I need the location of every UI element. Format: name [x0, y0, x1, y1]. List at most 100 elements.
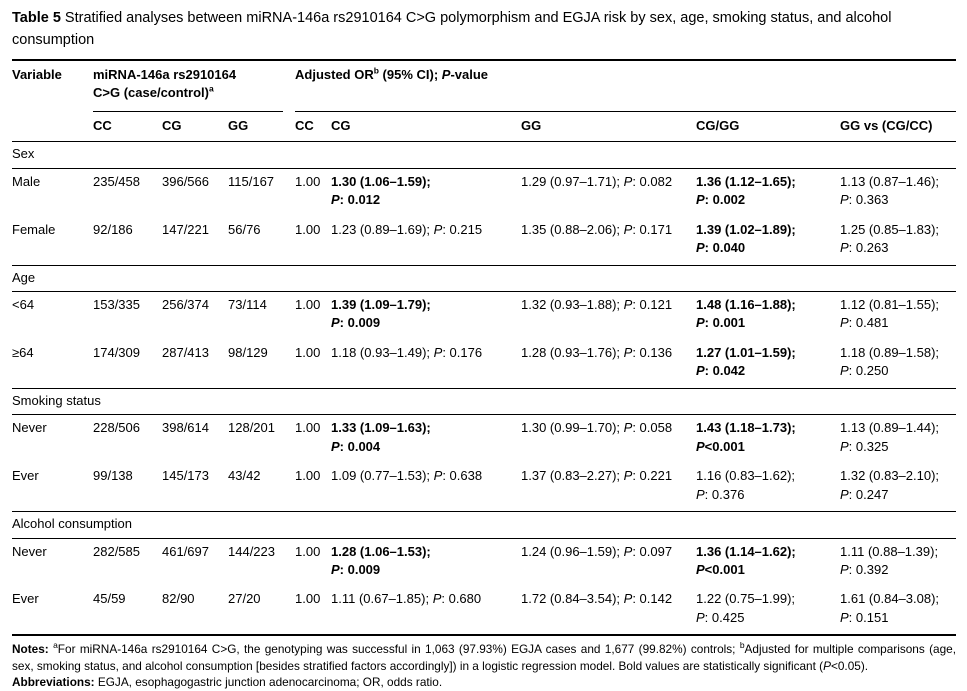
cell-or-gg: 1.30 (0.99–1.70); P: 0.058	[521, 420, 673, 436]
cell-count-gg: 56/76	[228, 221, 261, 237]
section-row-smoking: Smoking status	[12, 387, 957, 416]
col-count-gg: GG	[228, 111, 295, 143]
cell-count-gg: 115/167	[228, 173, 275, 189]
row-label: Never	[12, 420, 47, 436]
col-or-cc: CC	[295, 111, 331, 143]
row-label: Male	[12, 173, 41, 189]
cell-or-ref: 1.00	[295, 173, 321, 189]
cell-or-cggg: 1.43 (1.18–1.73); P<0.001	[696, 420, 796, 454]
cell-or-cg: 1.33 (1.09–1.63); P: 0.004	[331, 420, 431, 454]
cell-count-gg: 27/20	[228, 591, 261, 607]
cell-or-ggvs: 1.32 (0.83–2.10); P: 0.247	[840, 468, 940, 502]
header-variable: Variable	[12, 66, 62, 82]
cell-count-cc: 45/59	[93, 591, 126, 607]
header-genotype-group: miRNA-146a rs2910164 C>G (case/control)a	[93, 60, 295, 112]
cell-or-ref: 1.00	[295, 591, 321, 607]
cell-or-ref: 1.00	[295, 420, 321, 436]
col-count-cc: CC	[93, 111, 162, 143]
section-row-age: Age	[12, 264, 957, 293]
cell-or-gg: 1.29 (0.97–1.71); P: 0.082	[521, 173, 673, 189]
cell-count-cc: 92/186	[93, 221, 133, 237]
cell-or-cggg: 1.16 (0.83–1.62); P: 0.376	[696, 468, 796, 502]
table-row: Ever 99/138 145/173 43/42 1.00 1.09 (0.7…	[12, 463, 956, 511]
col-or-cg: CG	[331, 111, 521, 143]
cell-or-ref: 1.00	[295, 543, 321, 559]
cell-count-cg: 256/374	[162, 297, 209, 313]
row-label: Never	[12, 543, 47, 559]
row-label: Ever	[12, 468, 39, 484]
table-title-text: Stratified analyses between miRNA-146a r…	[12, 10, 892, 49]
col-or-gg: GG	[521, 111, 696, 143]
cell-or-cg: 1.28 (1.06–1.53); P: 0.009	[331, 543, 431, 577]
cell-or-cg: 1.30 (1.06–1.59); P: 0.012	[331, 173, 431, 208]
table-row: Ever 45/59 82/90 27/20 1.00 1.11 (0.67–1…	[12, 586, 956, 635]
table-row: Never 282/585 461/697 144/223 1.00 1.28 …	[12, 538, 956, 586]
cell-or-cg: 1.11 (0.67–1.85); P: 0.680	[331, 591, 482, 607]
stratified-analysis-table: Variable miRNA-146a rs2910164 C>G (case/c…	[12, 58, 957, 637]
table-row: Never 228/506 398/614 128/201 1.00 1.33 …	[12, 415, 956, 463]
header-adjusted-or-group: Adjusted ORb (95% CI); P-value	[295, 60, 957, 112]
cell-count-cg: 145/173	[162, 468, 209, 484]
cell-count-cg: 396/566	[162, 173, 209, 189]
section-row-alcohol: Alcohol consumption	[12, 511, 957, 539]
footnote-marker-a: a	[53, 640, 58, 651]
cell-or-ggvs: 1.11 (0.88–1.39); P: 0.392	[840, 543, 939, 577]
table-row: Female 92/186 147/221 56/76 1.00 1.23 (0…	[12, 217, 956, 265]
cell-count-gg: 128/201	[228, 420, 275, 436]
row-label: Ever	[12, 591, 39, 607]
row-label: ≥64	[12, 344, 34, 360]
cell-or-cggg: 1.22 (0.75–1.99); P: 0.425	[696, 591, 796, 625]
notes-label: Notes:	[12, 642, 49, 657]
cell-count-cg: 287/413	[162, 344, 209, 360]
cell-count-cc: 174/309	[93, 344, 140, 360]
cell-or-ggvs: 1.13 (0.89–1.44); P: 0.325	[840, 420, 940, 454]
cell-count-cc: 153/335	[93, 297, 140, 313]
cell-or-gg: 1.35 (0.88–2.06); P: 0.171	[521, 221, 673, 237]
cell-or-gg: 1.32 (0.93–1.88); P: 0.121	[521, 297, 673, 313]
table-abbreviations: Abbreviations: EGJA, esophagogastric jun…	[12, 675, 443, 690]
cell-or-ref: 1.00	[295, 297, 321, 313]
abbreviations-label: Abbreviations:	[12, 675, 95, 690]
cell-or-gg: 1.24 (0.96–1.59); P: 0.097	[521, 543, 673, 559]
cell-count-cg: 398/614	[162, 420, 209, 436]
table-notes: Notes: aFor miRNA-146a rs2910164 C>G, th…	[12, 640, 956, 673]
table-row: <64 153/335 256/374 73/114 1.00 1.39 (1.…	[12, 292, 956, 340]
table-caption: Table 5 Stratified analyses between miRN…	[12, 7, 956, 52]
section-row-sex: Sex	[12, 141, 957, 169]
cell-count-cc: 228/506	[93, 420, 140, 436]
cell-or-ggvs: 1.18 (0.89–1.58); P: 0.250	[840, 344, 940, 379]
cell-or-ref: 1.00	[295, 468, 321, 484]
header-spanner-row: Variable miRNA-146a rs2910164 C>G (case/c…	[12, 60, 957, 112]
cell-or-cggg: 1.39 (1.02–1.89); P: 0.040	[696, 221, 796, 256]
table-row: Male 235/458 396/566 115/167 1.00 1.30 (…	[12, 168, 956, 216]
footnote-marker-b: b	[739, 640, 745, 651]
cell-or-ref: 1.00	[295, 344, 321, 360]
header-subcolumn-row: CC CG GG CC CG GG CG/GG GG vs (CG/CC)	[12, 111, 957, 143]
cell-or-cggg: 1.27 (1.01–1.59); P: 0.042	[696, 344, 796, 379]
cell-count-gg: 43/42	[228, 468, 261, 484]
cell-or-ggvs: 1.12 (0.81–1.55); P: 0.481	[840, 297, 940, 331]
cell-or-cggg: 1.36 (1.12–1.65); P: 0.002	[696, 173, 796, 208]
cell-or-cg: 1.09 (0.77–1.53); P: 0.638	[331, 468, 483, 484]
cell-count-cg: 461/697	[162, 543, 209, 559]
cell-count-cc: 282/585	[93, 543, 140, 559]
cell-or-gg: 1.37 (0.83–2.27); P: 0.221	[521, 468, 673, 484]
cell-count-cg: 147/221	[162, 221, 209, 237]
col-or-cggg: CG/GG	[696, 111, 840, 143]
cell-or-gg: 1.72 (0.84–3.54); P: 0.142	[521, 591, 673, 607]
table-header: Variable miRNA-146a rs2910164 C>G (case/c…	[12, 60, 957, 143]
cell-or-ggvs: 1.61 (0.84–3.08); P: 0.151	[840, 591, 940, 625]
table-number: Table 5	[12, 10, 61, 26]
row-label: Female	[12, 221, 56, 237]
cell-count-cc: 99/138	[93, 468, 133, 484]
cell-or-gg: 1.28 (0.93–1.76); P: 0.136	[521, 344, 673, 360]
cell-or-cg: 1.18 (0.93–1.49); P: 0.176	[331, 344, 483, 360]
cell-or-cg: 1.39 (1.09–1.79); P: 0.009	[331, 297, 431, 331]
col-or-ggvs: GG vs (CG/CC)	[840, 111, 957, 143]
cell-count-gg: 144/223	[228, 543, 275, 559]
cell-count-cc: 235/458	[93, 173, 140, 189]
col-count-cg: CG	[162, 111, 228, 143]
cell-count-gg: 73/114	[228, 297, 267, 313]
cell-count-cg: 82/90	[162, 591, 195, 607]
row-label: <64	[12, 297, 35, 313]
